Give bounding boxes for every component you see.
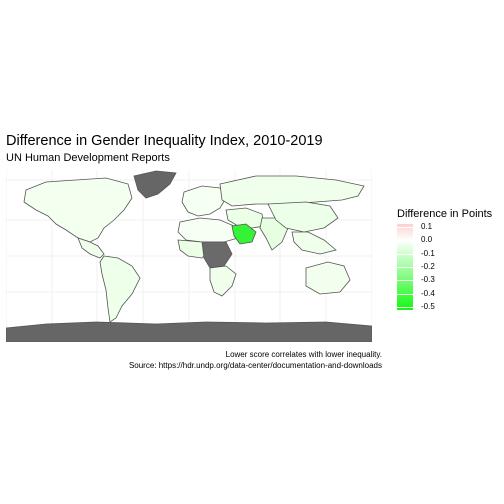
region-australia: [305, 261, 351, 295]
legend-tick-mark: [397, 253, 413, 255]
region-greenland: [133, 170, 177, 199]
region-middle-east: [225, 207, 265, 229]
region-south-america: [99, 255, 141, 323]
region-antarctica: [6, 321, 372, 342]
legend-tick-label: 0.1: [421, 221, 433, 231]
legend-tick-mark: [397, 293, 413, 295]
region-china-east-asia: [267, 201, 339, 233]
caption-note: Lower score correlates with lower inequa…: [225, 350, 382, 359]
legend-tick-mark: [397, 267, 413, 268]
legend-tick-mark: [397, 226, 413, 228]
legend-tick-mark: [397, 307, 413, 309]
caption-source: Source: https://hdr.undp.org/data-center…: [128, 361, 382, 370]
legend-tick-label: 0.0: [421, 235, 433, 245]
region-southeast-asia: [291, 231, 337, 255]
region-saudi-arabia: [231, 223, 257, 245]
region-central-america: [77, 237, 105, 259]
map-regions: [6, 170, 372, 342]
legend-tick-label: -0.2: [421, 262, 435, 271]
region-central-africa: [201, 241, 233, 269]
chart-subtitle: UN Human Development Reports: [6, 152, 170, 164]
region-russia-north-asia: [219, 175, 365, 207]
world-map: [6, 170, 372, 342]
legend-tick-label: -0.3: [421, 275, 435, 285]
region-north-africa: [177, 217, 239, 243]
region-southern-africa: [209, 265, 237, 297]
legend-tick-mark: [397, 280, 413, 282]
legend-tick-mark: [397, 240, 413, 242]
region-north-america: [23, 177, 133, 243]
legend-tick-label: -0.1: [421, 248, 435, 258]
chart-title: Difference in Gender Inequality Index, 2…: [6, 133, 323, 149]
region-europe: [181, 185, 227, 217]
legend-tick-label: -0.4: [421, 288, 435, 298]
legend-tick-label: -0.5: [421, 302, 435, 312]
legend-title: Difference in Points: [397, 208, 493, 220]
